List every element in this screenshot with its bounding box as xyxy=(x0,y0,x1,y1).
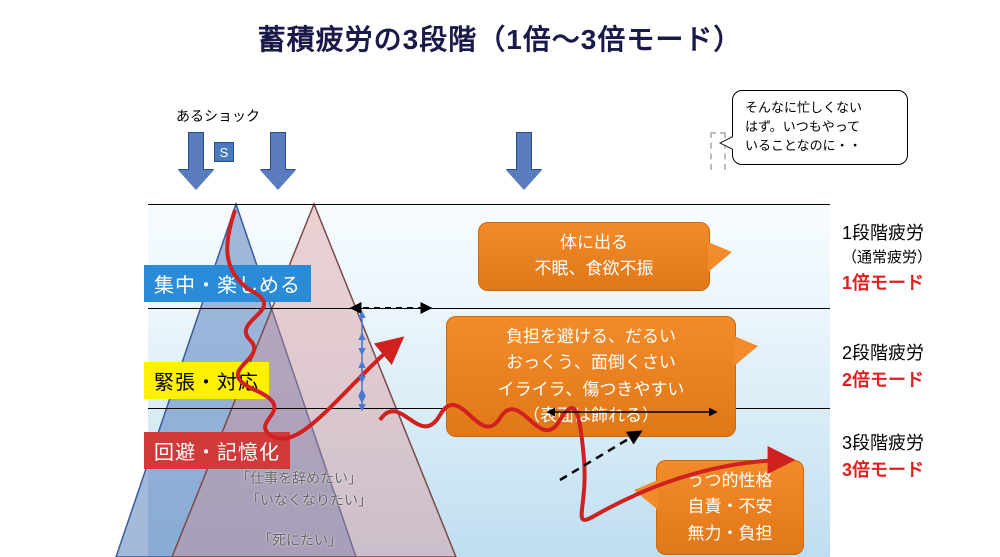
speech-bubble: そんなに忙しくないはず。いつもやっていることなのに・・ xyxy=(732,90,908,165)
quote-text: 「いなくなりたい」 xyxy=(246,490,372,510)
callout-line: 自責・不安 xyxy=(670,494,790,520)
speech-line: はず。いつもやって xyxy=(745,118,895,137)
stage-title: 1段階疲労 xyxy=(842,220,932,247)
callout-tail-icon xyxy=(708,242,732,272)
callout-tail-icon xyxy=(634,480,658,510)
line-stage-2 xyxy=(148,308,830,309)
quote-text: 「死にたい」 xyxy=(258,530,342,550)
callout-line: 負担を避ける、だるい xyxy=(460,324,722,350)
stage-label: 2段階疲労2倍モード xyxy=(842,340,924,394)
callout-line: 無力・負担 xyxy=(670,521,790,547)
line-stage-1 xyxy=(148,204,830,205)
callout-box: 体に出る不眠、食欲不振 xyxy=(478,222,710,291)
callout-line: おっくう、面倒くさい xyxy=(460,350,722,376)
s-badge: S xyxy=(214,142,234,162)
stage-mode: 2倍モード xyxy=(842,367,924,394)
shock-arrow-icon xyxy=(260,132,296,190)
stage-title: 3段階疲労 xyxy=(842,430,924,457)
stage-title: 2段階疲労 xyxy=(842,340,924,367)
speech-tail-icon xyxy=(719,136,733,150)
stage-label: 1段階疲労（通常疲労）1倍モード xyxy=(842,220,932,297)
stage-mode: 1倍モード xyxy=(842,270,932,297)
callout-box: 負担を避ける、だるいおっくう、面倒くさいイライラ、傷つきやすい（表面は飾れる） xyxy=(446,316,736,437)
stage-label: 3段階疲労3倍モード xyxy=(842,430,924,484)
shock-label: あるショック xyxy=(176,106,260,126)
callout-line: （表面は飾れる） xyxy=(460,403,722,429)
callout-line: イライラ、傷つきやすい xyxy=(460,377,722,403)
callout-line: うつ的性格 xyxy=(670,468,790,494)
speech-line: いることなのに・・ xyxy=(745,137,895,156)
stage-mode: 3倍モード xyxy=(842,457,924,484)
callout-tail-icon xyxy=(734,336,758,366)
state-label: 緊張・対応 xyxy=(144,362,269,399)
state-label: 回避・記憶化 xyxy=(144,432,290,469)
speech-line: そんなに忙しくない xyxy=(745,99,895,118)
callout-line: 体に出る xyxy=(492,230,696,256)
state-label: 集中・楽しめる xyxy=(144,265,311,302)
stage-sub: （通常疲労） xyxy=(842,247,932,270)
diagram-canvas: あるショック S そんなに忙しくないはず。いつもやっていることなのに・・ 集中・… xyxy=(0,60,1000,557)
callout-box: うつ的性格自責・不安無力・負担 xyxy=(656,460,804,555)
callout-line: 不眠、食欲不振 xyxy=(492,256,696,282)
page-title: 蓄積疲労の3段階（1倍～3倍モード） xyxy=(0,0,1000,58)
quote-text: 「仕事を辞めたい」 xyxy=(236,468,362,488)
shock-arrow-icon xyxy=(178,132,214,190)
shock-arrow-icon xyxy=(506,132,542,190)
